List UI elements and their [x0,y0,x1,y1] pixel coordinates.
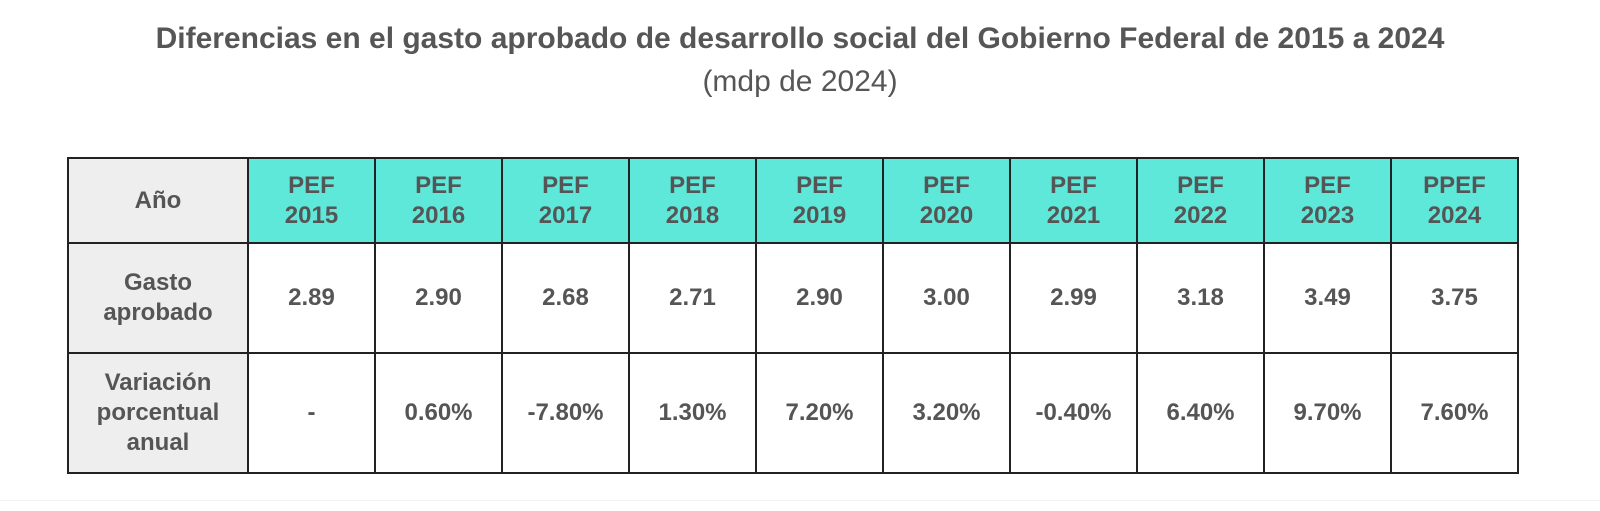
variacion-value-cell: - [247,352,376,474]
year-header-cell: PEF 2020 [882,157,1011,244]
year-prefix: PEF [1050,171,1097,199]
variacion-value-cell: 7.20% [755,352,884,474]
gasto-value-cell: 2.71 [628,242,757,354]
year-prefix: PEF [542,171,589,199]
year-prefix: PEF [669,171,716,199]
year-number: 2023 [1300,201,1355,229]
divider [0,500,1600,501]
year-header-cell: PEF 2021 [1009,157,1138,244]
year-header-cell: PEF 2019 [755,157,884,244]
year-header-cell: PEF 2016 [374,157,503,244]
variacion-value-cell: 1.30% [628,352,757,474]
gasto-value-cell: 2.90 [374,242,503,354]
year-header-cell: PPEF 2024 [1390,157,1519,244]
year-header-cell: PEF 2023 [1263,157,1392,244]
year-prefix: PEF [288,171,335,199]
year-number: 2018 [665,201,720,229]
year-number: 2021 [1046,201,1101,229]
gasto-value-cell: 3.18 [1136,242,1265,354]
table-row-variacion: Variación porcentual anual - 0.60% -7.80… [67,352,1519,474]
variacion-value-cell: -0.40% [1009,352,1138,474]
data-table: Año PEF 2015 PEF 2016 PEF 2017 PEF 2018 PEF 2… [67,157,1519,474]
table-row-gasto: Gasto aprobado 2.89 2.90 2.68 2.71 2.90 … [67,242,1519,354]
gasto-value-cell: 2.89 [247,242,376,354]
page-subtitle: (mdp de 2024) [702,65,898,98]
year-header-cell: PEF 2022 [1136,157,1265,244]
variacion-value-cell: 0.60% [374,352,503,474]
year-prefix: PEF [923,171,970,199]
gasto-value-cell: 2.90 [755,242,884,354]
year-prefix: PEF [1304,171,1351,199]
row-header-year: Año [67,157,249,244]
variacion-value-cell: 7.60% [1390,352,1519,474]
row-header-variacion: Variación porcentual anual [67,352,249,474]
gasto-value-cell: 3.49 [1263,242,1392,354]
header: Diferencias en el gasto aprobado de desa… [0,18,1600,102]
year-number: 2019 [792,201,847,229]
year-prefix: PPEF [1423,171,1486,199]
year-prefix: PEF [796,171,843,199]
year-number: 2022 [1173,201,1228,229]
table-row-years: Año PEF 2015 PEF 2016 PEF 2017 PEF 2018 PEF 2… [67,157,1519,244]
gasto-value-cell: 2.99 [1009,242,1138,354]
gasto-value-cell: 3.75 [1390,242,1519,354]
page-title: Diferencias en el gasto aprobado de desa… [155,22,1445,55]
variacion-value-cell: 9.70% [1263,352,1392,474]
year-number: 2024 [1427,201,1482,229]
gasto-value-cell: 3.00 [882,242,1011,354]
variacion-value-cell: 6.40% [1136,352,1265,474]
year-number: 2015 [284,201,339,229]
year-header-cell: PEF 2017 [501,157,630,244]
row-header-gasto: Gasto aprobado [67,242,249,354]
year-header-cell: PEF 2015 [247,157,376,244]
year-number: 2020 [919,201,974,229]
year-header-cell: PEF 2018 [628,157,757,244]
year-prefix: PEF [1177,171,1224,199]
year-number: 2016 [411,201,466,229]
variacion-value-cell: -7.80% [501,352,630,474]
year-number: 2017 [538,201,593,229]
variacion-value-cell: 3.20% [882,352,1011,474]
gasto-value-cell: 2.68 [501,242,630,354]
year-prefix: PEF [415,171,462,199]
